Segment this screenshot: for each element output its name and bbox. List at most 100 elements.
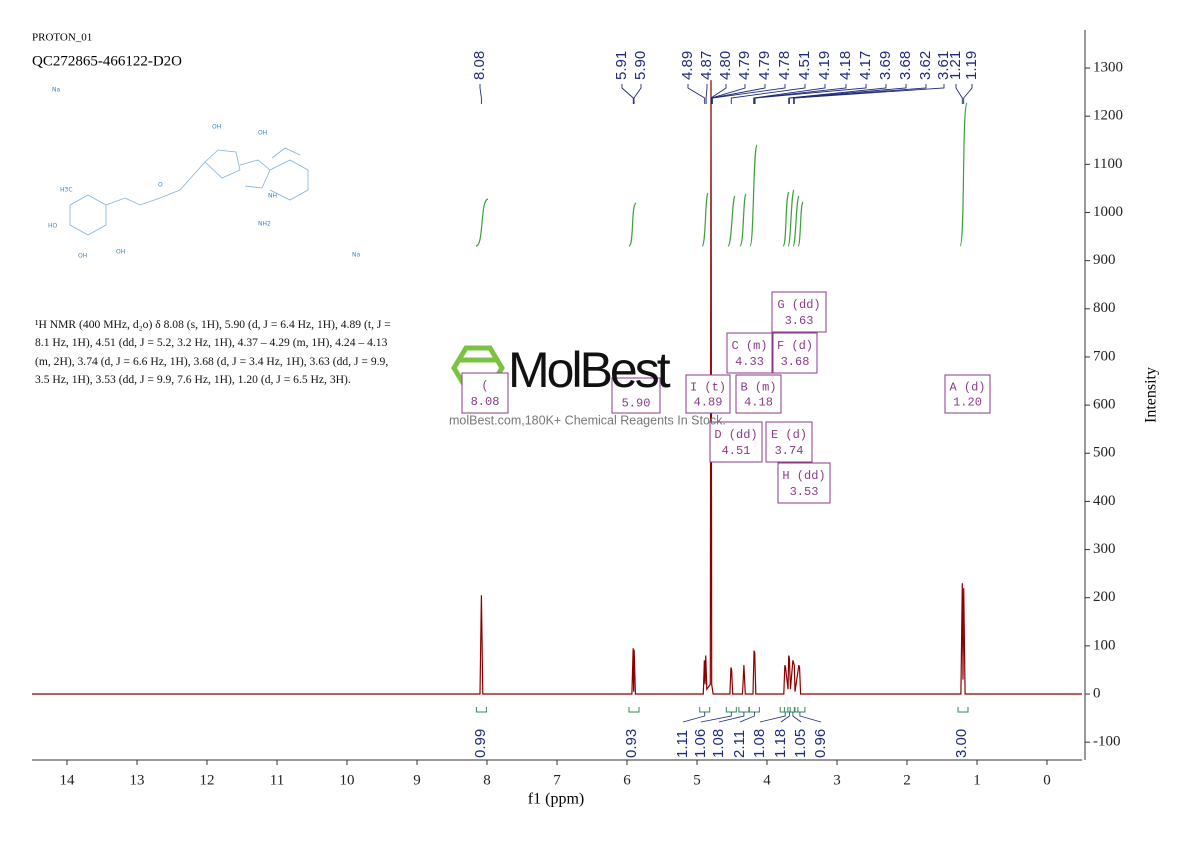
x-tick-label: 13 xyxy=(130,772,145,788)
structure-label: NH2 xyxy=(258,221,271,228)
multiplet-shift: 3.63 xyxy=(785,314,814,328)
x-tick-label: 5 xyxy=(693,772,701,788)
integral-bracket xyxy=(957,707,969,713)
multiplet-name: D (dd) xyxy=(714,428,757,442)
peak-connector xyxy=(793,84,945,104)
y-tick-label: 800 xyxy=(1093,300,1116,316)
multiplet-name: E (d) xyxy=(771,428,807,442)
x-tick-label: 9 xyxy=(413,772,421,788)
peak-connector xyxy=(730,84,806,104)
multiplet-box xyxy=(772,332,818,374)
peak-label: 4.51 xyxy=(796,51,813,80)
integral-bracket xyxy=(794,707,806,713)
chart-subtitle: QC272865-466122-D2O xyxy=(32,53,182,69)
y-tick-label: 200 xyxy=(1093,589,1116,605)
integral-label: 1.05 xyxy=(792,729,809,758)
peak-label: 8.08 xyxy=(471,51,488,80)
peak-connector xyxy=(955,84,963,104)
peak-connector xyxy=(710,84,727,104)
x-tick-label: 2 xyxy=(903,772,911,788)
multiplet-shift: 1.20 xyxy=(953,396,982,410)
y-tick-label: 100 xyxy=(1093,637,1116,653)
y-tick-label: 600 xyxy=(1093,397,1116,413)
integral-label: 0.99 xyxy=(472,729,489,758)
y-tick-label: 1200 xyxy=(1093,108,1123,124)
integral-bracket xyxy=(783,707,795,713)
multiplet-name: H (dd) xyxy=(782,469,825,483)
peak-connector xyxy=(621,84,634,104)
structure-label: HO xyxy=(48,223,58,230)
peak-label: 4.80 xyxy=(717,51,734,80)
peak-label: 4.79 xyxy=(736,51,753,80)
peak-label: 4.89 xyxy=(679,51,696,80)
multiplet-box xyxy=(771,291,827,333)
multiplet-box xyxy=(777,462,831,504)
peak-label: 4.87 xyxy=(698,51,715,80)
peak-connector xyxy=(711,84,766,104)
x-axis-title: f1 (ppm) xyxy=(528,791,584,808)
multiplet-shift: 5.90 xyxy=(622,396,651,410)
multiplet-box xyxy=(611,377,661,414)
integral-label: 1.08 xyxy=(710,729,727,758)
multiplet-shift: 4.51 xyxy=(722,444,751,458)
integral-label: 0.93 xyxy=(623,729,640,758)
peak-label: 3.62 xyxy=(917,51,934,80)
y-tick-label: 1300 xyxy=(1093,59,1123,75)
x-tick-label: 11 xyxy=(270,772,284,788)
x-tick-label: 14 xyxy=(60,772,76,788)
peak-label: 3.61 xyxy=(935,51,952,80)
integral-connector xyxy=(792,712,802,723)
x-tick-label: 8 xyxy=(483,772,491,788)
structure-label: Na xyxy=(52,87,60,94)
x-tick-label: 0 xyxy=(1043,772,1051,788)
integral-bracket xyxy=(628,707,640,713)
multiplet-shift: 3.68 xyxy=(781,355,810,369)
multiplet-name: B (m) xyxy=(740,380,776,394)
structure-label: O xyxy=(158,182,163,189)
structure-label: Na xyxy=(352,252,360,259)
integral-bracket xyxy=(725,707,737,713)
integral-connector xyxy=(682,712,706,723)
integral-bracket xyxy=(787,707,799,713)
spectrum-line xyxy=(32,80,1082,695)
multiplet-box xyxy=(685,374,731,414)
peak-label: 4.19 xyxy=(816,51,833,80)
peak-connector xyxy=(793,84,927,104)
peak-label: 5.90 xyxy=(632,51,649,80)
x-tick-label: 12 xyxy=(200,772,215,788)
structure xyxy=(69,147,309,236)
integral-bracket xyxy=(738,707,750,713)
integral-connector xyxy=(780,712,790,723)
y-tick-label: 900 xyxy=(1093,252,1116,268)
integral-bracket xyxy=(779,707,791,713)
peak-connector xyxy=(788,84,907,104)
integral-bracket xyxy=(748,707,760,713)
structure-label: NH xyxy=(268,193,277,200)
y-tick-label: 700 xyxy=(1093,348,1116,364)
structure-label: OH xyxy=(258,130,267,137)
integral-label: 1.11 xyxy=(674,730,691,758)
multiplet-box xyxy=(735,374,782,414)
integral-connector xyxy=(759,712,786,723)
multiplet-box xyxy=(709,421,763,463)
watermark-text: molBest.com,180K+ Chemical Reagents In S… xyxy=(449,413,726,427)
peak-connector xyxy=(633,84,642,104)
multiplet-name: G (dd) xyxy=(777,298,820,312)
peak-label: 4.18 xyxy=(837,51,854,80)
peak-label: 4.78 xyxy=(776,51,793,80)
peak-label: 1.19 xyxy=(963,51,980,80)
integral-connector xyxy=(718,712,745,723)
chart-title: PROTON_01 xyxy=(32,32,92,44)
peak-connector xyxy=(705,84,708,104)
x-tick-label: 3 xyxy=(833,772,841,788)
multiplet-box xyxy=(944,374,991,414)
integral-connector xyxy=(700,712,732,723)
multiplet-box xyxy=(726,332,773,374)
y-tick-label: 1000 xyxy=(1093,204,1123,220)
multiplet-name: C (m) xyxy=(731,339,767,353)
structure-label: OH xyxy=(212,124,221,131)
integral-label: 1.08 xyxy=(751,729,768,758)
x-tick-label: 6 xyxy=(623,772,631,788)
